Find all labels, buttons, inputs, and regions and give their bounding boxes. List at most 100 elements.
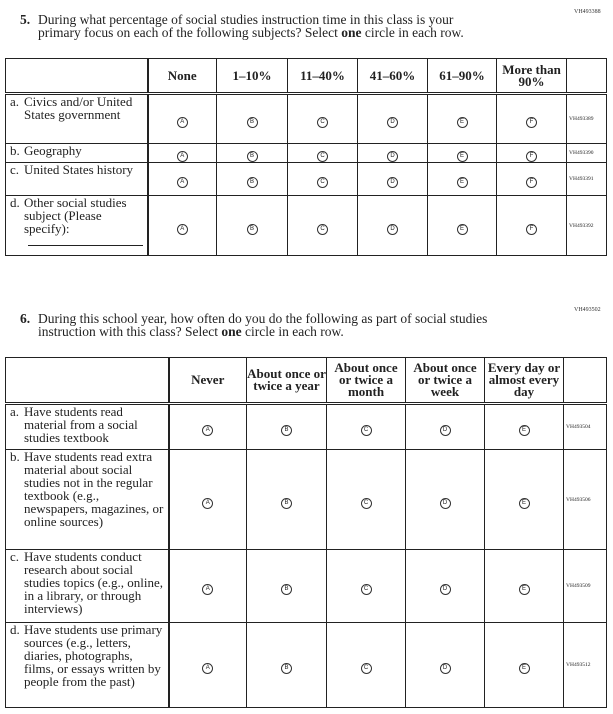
row-letter: d. — [10, 622, 20, 637]
answer-cell: E — [484, 549, 564, 623]
answer-bubble-a[interactable]: A — [202, 584, 214, 595]
table-row: d. Other social studies subject (Please s… — [5, 195, 607, 256]
column-header: 11–40% — [287, 58, 358, 95]
answer-cell: D — [405, 449, 485, 550]
answer-bubble-d[interactable]: D — [387, 117, 398, 128]
answer-bubble-e[interactable]: E — [456, 223, 468, 235]
row-text: Civics and/or United States government — [24, 94, 133, 122]
answer-bubble-d[interactable]: D — [387, 223, 398, 235]
row-letter: b. — [10, 449, 20, 464]
answer-cell: A — [146, 162, 217, 196]
answer-bubble-a[interactable]: A — [176, 117, 188, 128]
answer-bubble-c[interactable]: C — [360, 663, 372, 674]
answer-cell: B — [246, 549, 327, 623]
question-line: During what percentage of social studies… — [38, 12, 454, 27]
answer-bubble-c[interactable]: C — [360, 425, 372, 436]
row-text: United States history — [24, 162, 134, 177]
answer-bubble-a[interactable]: A — [202, 663, 214, 674]
question-code: VH493388 — [574, 9, 601, 15]
answer-bubble-f[interactable]: F — [526, 177, 537, 188]
row-letter: a. — [10, 94, 20, 109]
answer-bubble-d[interactable]: D — [387, 151, 398, 162]
answer-bubble-b[interactable]: B — [281, 497, 292, 509]
answer-cell: B — [216, 162, 288, 196]
answer-bubble-f[interactable]: F — [526, 117, 537, 128]
answer-bubble-e[interactable]: E — [518, 497, 530, 509]
answer-cell: C — [287, 195, 358, 256]
answer-cell: D — [357, 162, 428, 196]
answer-bubble-b[interactable]: B — [246, 117, 258, 128]
answer-bubble-e[interactable]: E — [518, 584, 530, 595]
answer-bubble-c[interactable]: C — [317, 223, 328, 235]
header-blank — [566, 58, 607, 95]
question-line: instruction with this class? Select — [38, 324, 222, 339]
row-code: VH493512 — [563, 622, 607, 708]
answer-bubble-f[interactable]: F — [526, 223, 537, 235]
answer-bubble-d[interactable]: D — [439, 497, 451, 509]
specify-line[interactable] — [28, 245, 143, 246]
answer-bubble-b[interactable]: B — [246, 177, 258, 188]
answer-bubble-f[interactable]: F — [526, 151, 537, 162]
column-header: About once or twice a year — [246, 357, 327, 405]
answer-bubble-c[interactable]: C — [317, 151, 328, 162]
question-line: circle in each row. — [361, 25, 464, 40]
answer-bubble-a[interactable]: A — [176, 223, 188, 235]
row-text: Other social studies subject (Please spe… — [24, 195, 127, 236]
answer-bubble-b[interactable]: B — [281, 663, 292, 674]
row-label: d. Other social studies subject (Please s… — [5, 195, 148, 256]
answer-cell: A — [167, 549, 247, 623]
answer-cell: D — [405, 549, 485, 623]
question-line: During this school year, how often do yo… — [38, 311, 488, 326]
answer-bubble-b[interactable]: B — [281, 584, 292, 595]
answer-bubble-d[interactable]: D — [439, 584, 451, 595]
column-header: 1–10% — [216, 58, 288, 95]
answer-cell: E — [484, 403, 564, 450]
answer-cell: E — [484, 622, 564, 708]
answer-bubble-a[interactable]: A — [202, 425, 214, 436]
answer-bubble-a[interactable]: A — [176, 177, 188, 188]
answer-bubble-c[interactable]: C — [317, 177, 328, 188]
row-code: VH493389 — [566, 93, 607, 144]
row-letter: c. — [10, 162, 20, 177]
answer-bubble-e[interactable]: E — [518, 425, 530, 436]
row-text: Have students use primary sources (e.g.,… — [24, 622, 163, 689]
answer-bubble-b[interactable]: B — [246, 223, 258, 235]
answer-bubble-c[interactable]: C — [360, 584, 372, 595]
answer-bubble-c[interactable]: C — [317, 117, 328, 128]
answer-cell: E — [427, 162, 497, 196]
row-code: VH493509 — [563, 549, 607, 623]
row-label: b. Geography — [5, 143, 148, 163]
answer-bubble-b[interactable]: B — [246, 151, 258, 162]
question-5-text: 5. During what percentage of social studi… — [20, 12, 464, 40]
column-header: 61–90% — [427, 58, 497, 95]
row-code: VH493506 — [563, 449, 607, 550]
answer-bubble-a[interactable]: A — [176, 151, 188, 162]
question-line: primary focus on each of the following s… — [38, 25, 342, 40]
answer-bubble-b[interactable]: B — [281, 425, 292, 436]
row-label: c. United States history — [5, 162, 148, 196]
answer-bubble-d[interactable]: D — [387, 177, 398, 188]
answer-cell: F — [496, 93, 567, 144]
answer-bubble-e[interactable]: E — [518, 663, 530, 674]
answer-cell: D — [357, 195, 428, 256]
row-letter: d. — [10, 195, 20, 210]
answer-bubble-d[interactable]: D — [439, 663, 451, 674]
answer-bubble-a[interactable]: A — [202, 497, 214, 509]
answer-bubble-c[interactable]: C — [360, 497, 372, 509]
row-label: d. Have students use primary sources (e.g… — [5, 622, 169, 708]
table-row: c. United States history A B C D E F VH493391 — [5, 162, 607, 196]
column-header: Never — [167, 357, 247, 405]
answer-bubble-e[interactable]: E — [456, 151, 468, 162]
answer-cell: F — [496, 195, 567, 256]
answer-bubble-d[interactable]: D — [439, 425, 451, 436]
answer-cell: C — [326, 622, 406, 708]
answer-cell: B — [216, 143, 288, 163]
answer-cell: D — [357, 93, 428, 144]
answer-cell: A — [146, 143, 217, 163]
row-text: Geography — [24, 143, 82, 158]
answer-cell: C — [287, 162, 358, 196]
answer-cell: B — [216, 93, 288, 144]
answer-cell: C — [326, 549, 406, 623]
answer-bubble-e[interactable]: E — [456, 177, 468, 188]
answer-bubble-e[interactable]: E — [456, 117, 468, 128]
